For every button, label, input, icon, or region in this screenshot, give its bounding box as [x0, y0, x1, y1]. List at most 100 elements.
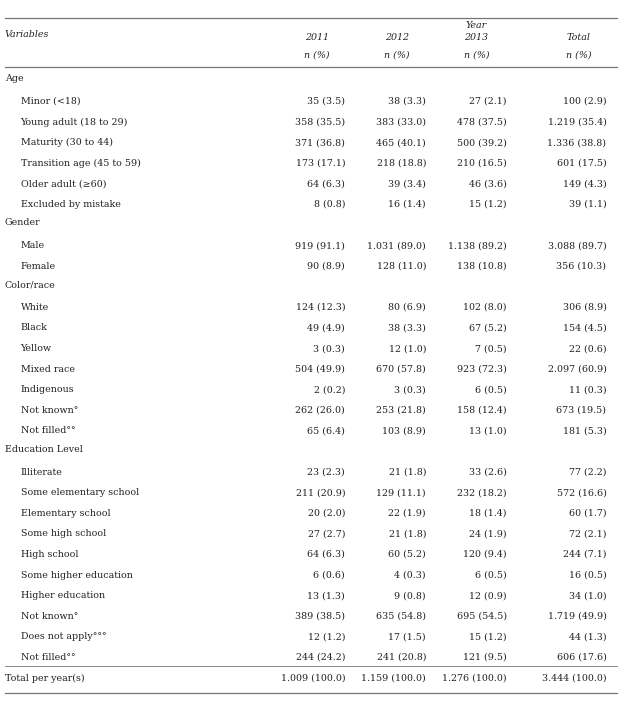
Text: 44 (1.3): 44 (1.3) — [569, 633, 606, 641]
Text: Not known°: Not known° — [21, 406, 78, 415]
Text: Male: Male — [21, 241, 45, 250]
Text: 15 (1.2): 15 (1.2) — [470, 200, 507, 209]
Text: 13 (1.0): 13 (1.0) — [470, 426, 507, 436]
Text: 102 (8.0): 102 (8.0) — [463, 303, 507, 312]
Text: Color/race: Color/race — [5, 280, 56, 289]
Text: 27 (2.7): 27 (2.7) — [308, 530, 345, 539]
Text: 2 (0.2): 2 (0.2) — [313, 385, 345, 394]
Text: 1.009 (100.0): 1.009 (100.0) — [281, 674, 345, 683]
Text: 90 (8.9): 90 (8.9) — [307, 262, 345, 270]
Text: 15 (1.2): 15 (1.2) — [470, 633, 507, 641]
Text: Year: Year — [466, 21, 487, 30]
Text: Young adult (18 to 29): Young adult (18 to 29) — [21, 117, 128, 126]
Text: 120 (9.4): 120 (9.4) — [463, 550, 507, 559]
Text: 60 (5.2): 60 (5.2) — [388, 550, 426, 559]
Text: 465 (40.1): 465 (40.1) — [376, 138, 426, 147]
Text: 11 (0.3): 11 (0.3) — [569, 385, 606, 394]
Text: 3.444 (100.0): 3.444 (100.0) — [542, 674, 606, 683]
Text: n (%): n (%) — [384, 51, 410, 60]
Text: Excluded by mistake: Excluded by mistake — [21, 200, 121, 209]
Text: 17 (1.5): 17 (1.5) — [389, 633, 426, 641]
Text: 1.276 (100.0): 1.276 (100.0) — [442, 674, 507, 683]
Text: 356 (10.3): 356 (10.3) — [557, 262, 606, 270]
Text: 27 (2.1): 27 (2.1) — [470, 97, 507, 106]
Text: 232 (18.2): 232 (18.2) — [457, 489, 507, 497]
Text: 8 (0.8): 8 (0.8) — [313, 200, 345, 209]
Text: 77 (2.2): 77 (2.2) — [569, 467, 606, 477]
Text: 262 (26.0): 262 (26.0) — [295, 406, 345, 415]
Text: Older adult (≥60): Older adult (≥60) — [21, 179, 106, 189]
Text: 34 (1.0): 34 (1.0) — [569, 591, 606, 600]
Text: 154 (4.5): 154 (4.5) — [563, 323, 606, 333]
Text: n (%): n (%) — [565, 51, 592, 60]
Text: Elementary school: Elementary school — [21, 509, 110, 517]
Text: Total per year(s): Total per year(s) — [5, 674, 85, 683]
Text: 241 (20.8): 241 (20.8) — [376, 653, 426, 662]
Text: 478 (37.5): 478 (37.5) — [457, 118, 507, 126]
Text: 9 (0.8): 9 (0.8) — [394, 591, 426, 600]
Text: 572 (16.6): 572 (16.6) — [557, 489, 606, 497]
Text: 64 (6.3): 64 (6.3) — [307, 550, 345, 559]
Text: 358 (35.5): 358 (35.5) — [295, 118, 345, 126]
Text: 1.031 (89.0): 1.031 (89.0) — [368, 241, 426, 250]
Text: 38 (3.3): 38 (3.3) — [388, 97, 426, 106]
Text: 21 (1.8): 21 (1.8) — [389, 467, 426, 477]
Text: 383 (33.0): 383 (33.0) — [376, 118, 426, 126]
Text: 500 (39.2): 500 (39.2) — [457, 138, 507, 147]
Text: 673 (19.5): 673 (19.5) — [557, 406, 606, 415]
Text: 128 (11.0): 128 (11.0) — [376, 262, 426, 270]
Text: 635 (54.8): 635 (54.8) — [376, 612, 426, 621]
Text: 1.336 (38.8): 1.336 (38.8) — [547, 138, 606, 147]
Text: 33 (2.6): 33 (2.6) — [469, 467, 507, 477]
Text: 504 (49.9): 504 (49.9) — [295, 365, 345, 373]
Text: 919 (91.1): 919 (91.1) — [295, 241, 345, 250]
Text: 1.138 (89.2): 1.138 (89.2) — [448, 241, 507, 250]
Text: 60 (1.7): 60 (1.7) — [569, 509, 606, 517]
Text: 38 (3.3): 38 (3.3) — [388, 323, 426, 333]
Text: 3 (0.3): 3 (0.3) — [394, 385, 426, 394]
Text: Minor (<18): Minor (<18) — [21, 97, 80, 106]
Text: Black: Black — [21, 323, 47, 333]
Text: 23 (2.3): 23 (2.3) — [307, 467, 345, 477]
Text: Total: Total — [567, 33, 590, 42]
Text: 6 (0.6): 6 (0.6) — [313, 570, 345, 580]
Text: 39 (3.4): 39 (3.4) — [388, 179, 426, 189]
Text: 695 (54.5): 695 (54.5) — [457, 612, 507, 621]
Text: 210 (16.5): 210 (16.5) — [457, 159, 507, 168]
Text: 129 (11.1): 129 (11.1) — [376, 489, 426, 497]
Text: Age: Age — [5, 74, 24, 83]
Text: 21 (1.8): 21 (1.8) — [389, 530, 426, 539]
Text: 6 (0.5): 6 (0.5) — [475, 385, 507, 394]
Text: 6 (0.5): 6 (0.5) — [475, 570, 507, 580]
Text: Does not apply°°°: Does not apply°°° — [21, 633, 106, 641]
Text: 244 (7.1): 244 (7.1) — [563, 550, 606, 559]
Text: 2013: 2013 — [465, 33, 488, 42]
Text: Transition age (45 to 59): Transition age (45 to 59) — [21, 159, 141, 168]
Text: White: White — [21, 303, 49, 312]
Text: 12 (1.2): 12 (1.2) — [308, 633, 345, 641]
Text: Mixed race: Mixed race — [21, 365, 75, 373]
Text: 670 (57.8): 670 (57.8) — [376, 365, 426, 373]
Text: Yellow: Yellow — [21, 344, 52, 353]
Text: Not known°: Not known° — [21, 612, 78, 621]
Text: 7 (0.5): 7 (0.5) — [475, 344, 507, 353]
Text: Female: Female — [21, 262, 55, 270]
Text: High school: High school — [21, 550, 78, 559]
Text: 12 (0.9): 12 (0.9) — [470, 591, 507, 600]
Text: 253 (21.8): 253 (21.8) — [376, 406, 426, 415]
Text: 49 (4.9): 49 (4.9) — [307, 323, 345, 333]
Text: 124 (12.3): 124 (12.3) — [295, 303, 345, 312]
Text: 22 (0.6): 22 (0.6) — [569, 344, 606, 353]
Text: 371 (36.8): 371 (36.8) — [295, 138, 345, 147]
Text: Some elementary school: Some elementary school — [21, 489, 139, 497]
Text: 121 (9.5): 121 (9.5) — [463, 653, 507, 662]
Text: 923 (72.3): 923 (72.3) — [457, 365, 507, 373]
Text: Indigenous: Indigenous — [21, 385, 74, 394]
Text: Variables: Variables — [5, 30, 49, 39]
Text: Gender: Gender — [5, 218, 40, 227]
Text: 39 (1.1): 39 (1.1) — [569, 200, 606, 209]
Text: 65 (6.4): 65 (6.4) — [307, 426, 345, 436]
Text: 2.097 (60.9): 2.097 (60.9) — [547, 365, 606, 373]
Text: Not filled°°: Not filled°° — [21, 653, 75, 662]
Text: 16 (0.5): 16 (0.5) — [569, 570, 606, 580]
